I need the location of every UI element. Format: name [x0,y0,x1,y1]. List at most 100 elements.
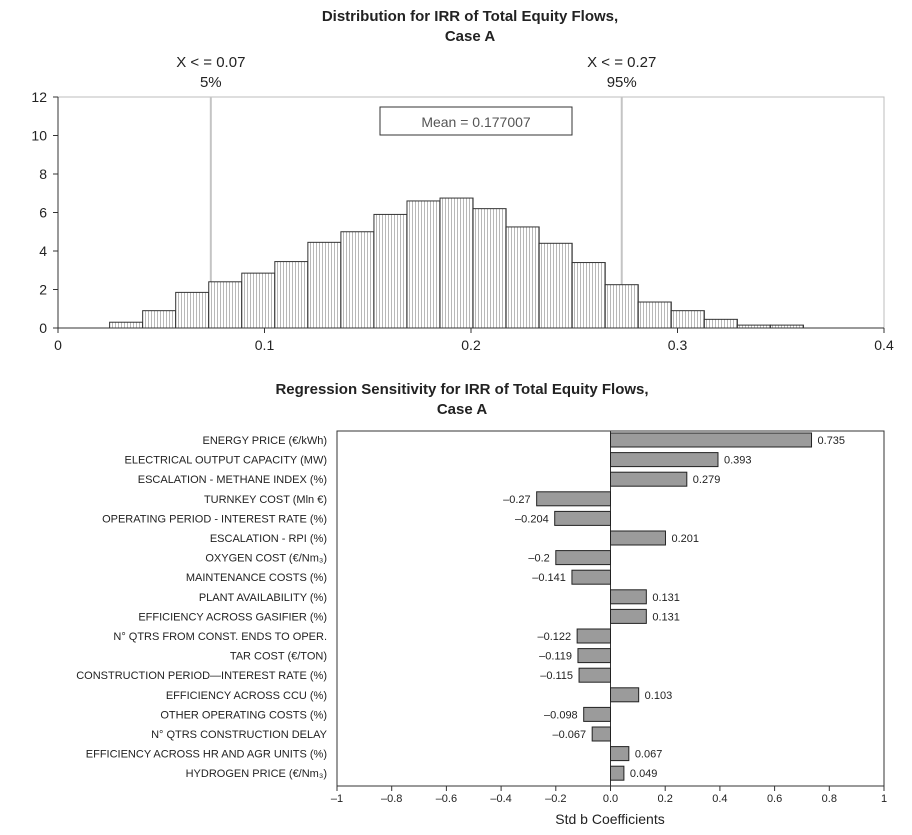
y-tick-label: 6 [39,205,47,221]
percentile-value-label: X < = 0.27 [587,54,656,71]
category-label: ESCALATION - RPI (%) [210,533,327,545]
category-label: EFFICIENCY ACROSS GASIFIER (%) [138,611,327,623]
histogram-bars [109,197,804,329]
category-label: ESCALATION - METHANE INDEX (%) [138,474,327,486]
bar-value-label: –0.2 [528,553,549,565]
bar-value-label: –0.27 [503,494,531,506]
category-label: EFFICIENCY ACROSS CCU (%) [166,690,327,702]
sensitivity-bar [610,452,719,468]
x-tick-label: 0.2 [461,337,481,353]
histogram-bar [670,310,705,329]
x-tick-label: 0.8 [822,793,837,805]
bar-value-label: –0.204 [515,513,549,525]
bar-value-label: 0.103 [645,690,673,702]
histogram-chart: Distribution for IRR of Total Equity Flo… [31,8,894,353]
histogram-bar [439,197,474,329]
bar-value-label: –0.122 [537,631,571,643]
y-tick-label: 8 [39,166,47,182]
histogram-percentile-markers: X < = 0.07 5% X < = 0.27 95% [176,54,656,328]
category-label: OXYGEN COST (€/Nm₃) [205,553,327,565]
y-tick-label: 12 [31,89,47,105]
sensitivity-bar [536,491,612,507]
sensitivity-bar [610,608,647,624]
x-tick-label: 0.0 [603,793,618,805]
x-tick-label: –0.8 [381,793,402,805]
category-label: TAR COST (€/TON) [230,651,327,663]
histogram-bar [571,262,606,329]
sensitivity-title-line2: Case A [437,401,487,418]
bar-value-label: 0.393 [724,455,752,467]
histogram-bar [274,261,309,329]
histogram-bar [241,272,276,329]
category-label: OTHER OPERATING COSTS (%) [160,709,327,721]
histogram-bar [604,284,639,329]
x-tick-label: –0.2 [545,793,566,805]
x-tick-label: –0.4 [490,793,511,805]
histogram-bar [307,241,342,329]
percentile-value-label: X < = 0.07 [176,54,245,71]
histogram-y-axis: 0 2 4 6 8 10 12 [31,89,59,336]
sensitivity-bar [555,550,611,566]
bar-value-label: 0.131 [652,611,680,623]
histogram-bar [208,281,243,329]
category-label: ENERGY PRICE (€/kWh) [203,435,328,447]
sensitivity-bar [583,706,612,722]
histogram-bar [637,301,672,329]
x-tick-label: 0.1 [255,337,275,353]
y-tick-label: 0 [39,320,47,336]
histogram-bar [505,226,540,329]
sensitivity-bar [576,628,611,644]
histogram-bar [340,231,375,329]
category-label: HYDROGEN PRICE (€/Nm₃) [186,768,327,780]
category-label: CONSTRUCTION PERIOD—INTEREST RATE (%) [76,670,327,682]
sensitivity-bar [610,746,630,762]
sensitivity-bar [554,510,611,526]
x-tick-label: 0.3 [668,337,688,353]
category-label: TURNKEY COST (Mln €) [204,494,327,506]
histogram-title-line2: Case A [445,28,495,45]
bar-value-label: 0.067 [635,749,663,761]
sensitivity-bar [577,648,611,664]
bar-value-label: –0.098 [544,709,578,721]
sensitivity-bar [571,569,612,585]
percentile-pct-label: 5% [200,74,222,91]
histogram-bar [538,242,573,329]
x-tick-label: 0.4 [874,337,894,353]
y-tick-label: 10 [31,128,47,144]
sensitivity-x-axis: –1 –0.8 –0.6 –0.4 –0.2 0.0 0.2 0.4 0.6 0.8 1 [331,786,887,805]
x-tick-label: –0.6 [436,793,457,805]
sensitivity-bar [610,432,813,448]
bar-value-label: 0.735 [818,435,846,447]
histogram-bar [175,291,210,329]
bar-value-label: 0.201 [671,533,699,545]
histogram-bar [142,310,177,329]
category-label: OPERATING PERIOD - INTEREST RATE (%) [102,513,327,525]
bar-value-label: –0.141 [532,572,566,584]
x-tick-label: 0.6 [767,793,782,805]
histogram-bar [769,324,804,329]
percentile-pct-label: 95% [607,74,637,91]
histogram-bar [736,324,771,329]
x-tick-label: 0.4 [712,793,727,805]
histogram-title-line1: Distribution for IRR of Total Equity Flo… [322,8,618,25]
bar-value-label: 0.131 [652,592,680,604]
y-tick-label: 4 [39,243,47,259]
sensitivity-bar [591,726,611,742]
bar-value-label: 0.279 [693,474,721,486]
sensitivity-bar [610,687,640,703]
sensitivity-bar [578,667,611,683]
sensitivity-category-labels: ENERGY PRICE (€/kWh) ELECTRICAL OUTPUT CA… [76,435,327,780]
x-tick-label: 0 [54,337,62,353]
x-tick-label: 1 [881,793,887,805]
sensitivity-x-label: Std b Coefficients [555,811,664,827]
histogram-bar [109,321,144,329]
histogram-bar [703,318,738,329]
sensitivity-bar [610,589,647,605]
x-tick-label: –1 [331,793,343,805]
sensitivity-bar [610,765,625,781]
sensitivity-bar [610,471,688,487]
bar-value-label: –0.115 [540,670,573,682]
histogram-bar [373,213,408,329]
y-tick-label: 2 [39,282,47,298]
